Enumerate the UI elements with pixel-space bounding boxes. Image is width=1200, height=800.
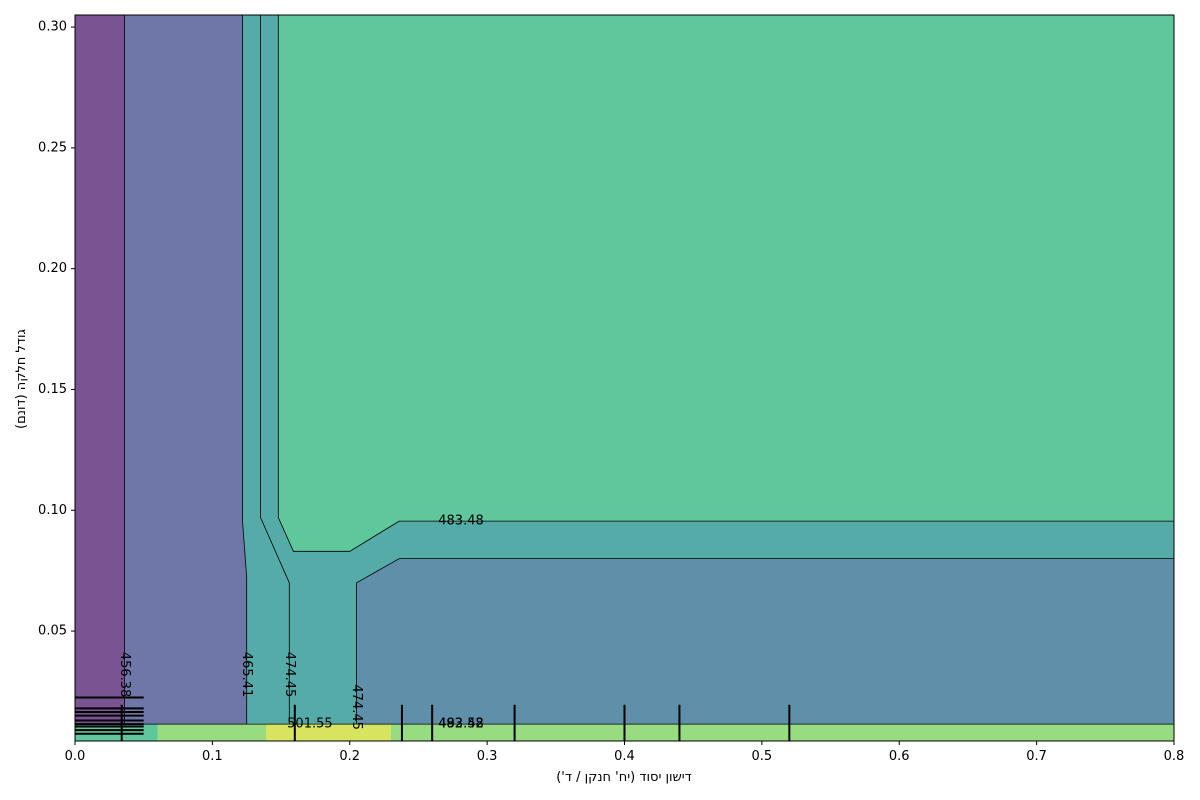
contour-band-7	[266, 724, 391, 741]
contour-label-3: 474.45	[282, 652, 297, 698]
axes: 0.0 0.1 0.2 0.3 0.4 0.5 0.6 0.7 0.8 0.05 0.10 0.15 0…	[38, 14, 1185, 764]
contour-band-2	[124, 15, 247, 725]
contour-band-3	[356, 558, 1175, 725]
y-axis-label: גודל חלקה (דונם)	[14, 329, 29, 429]
plot-area: 456.38 465.41 474.45 474.45 483.48 501.55 492.…	[75, 15, 1175, 741]
contour-label-8: 483.48	[438, 717, 484, 732]
contour-line-2	[242, 15, 248, 725]
x-tick-label: 0.0	[65, 749, 86, 764]
x-axis-label: דישון יסוד (יח' חנקן / ד')	[556, 770, 692, 785]
y-tick-label: 0.05	[38, 624, 67, 639]
contour-line-5	[277, 15, 1174, 552]
x-tick-label: 0.5	[752, 749, 773, 764]
contour-label-2: 465.41	[239, 652, 254, 698]
contour-band-6	[75, 724, 158, 741]
y-tick-label: 0.20	[38, 261, 67, 276]
contour-line-3	[260, 15, 290, 725]
x-tick-label: 0.7	[1026, 749, 1047, 764]
contour-label-7: 492.52	[438, 717, 484, 732]
contour-label-4: 474.45	[349, 684, 364, 730]
x-tick-label: 0.4	[614, 749, 635, 764]
x-tick-label: 0.6	[889, 749, 910, 764]
contour-label-1: 456.38	[117, 652, 132, 698]
x-tick-label: 0.8	[1164, 749, 1185, 764]
contour-label-6: 501.55	[287, 717, 333, 732]
y-tick-label: 0.10	[38, 503, 67, 518]
contour-band-5	[157, 724, 1174, 741]
contour-band-1	[75, 15, 125, 725]
y-tick-label: 0.15	[38, 382, 67, 397]
y-tick-label: 0.30	[38, 20, 67, 35]
x-tick-label: 0.2	[339, 749, 360, 764]
contour-label-5: 483.48	[438, 514, 484, 529]
contour-line-4	[356, 558, 1174, 725]
x-tick-label: 0.3	[477, 749, 498, 764]
y-tick-label: 0.25	[38, 140, 67, 155]
contour-band-4	[278, 15, 1174, 552]
x-tick-label: 0.1	[202, 749, 223, 764]
